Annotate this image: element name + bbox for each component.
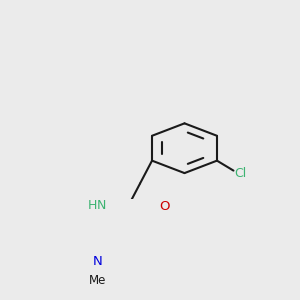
- Text: Me: Me: [89, 274, 107, 287]
- Text: H: H: [87, 199, 97, 212]
- Text: N: N: [96, 199, 106, 212]
- Text: Cl: Cl: [234, 167, 246, 180]
- Text: N: N: [93, 255, 103, 268]
- Text: O: O: [159, 200, 169, 212]
